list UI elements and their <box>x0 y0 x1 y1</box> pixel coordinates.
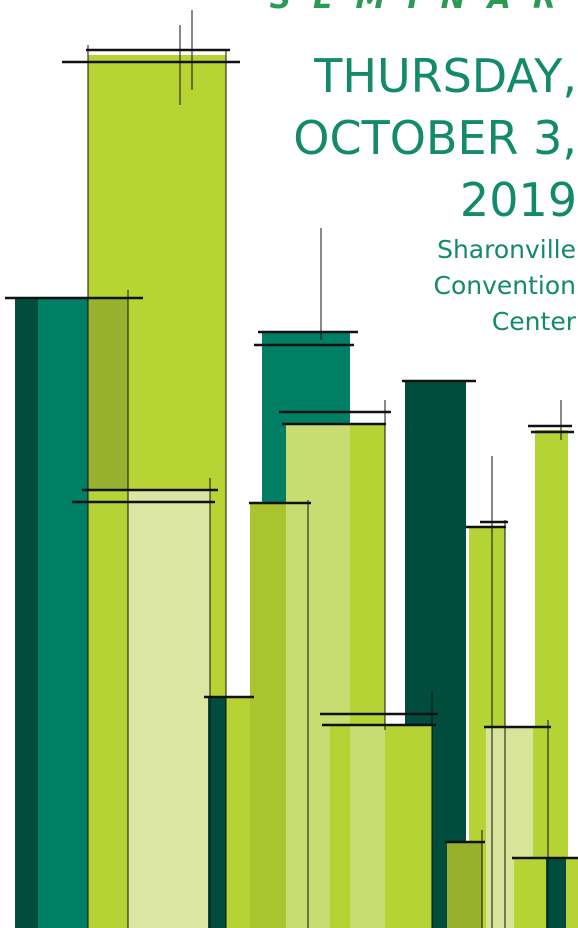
date-line: THURSDAY, <box>313 49 577 103</box>
date-line: 2019 <box>460 173 577 227</box>
line-art <box>5 10 578 928</box>
date: THURSDAY, OCTOBER 3, 2019 <box>293 49 577 227</box>
building-art <box>15 55 578 928</box>
venue-line: Center <box>492 307 577 336</box>
venue: Sharonville Convention Center <box>433 235 576 336</box>
venue-line: Sharonville <box>437 235 576 264</box>
venue-line: Convention <box>433 271 576 300</box>
seminar-word: SEMINAR <box>269 0 578 16</box>
date-line: OCTOBER 3, <box>293 111 577 165</box>
